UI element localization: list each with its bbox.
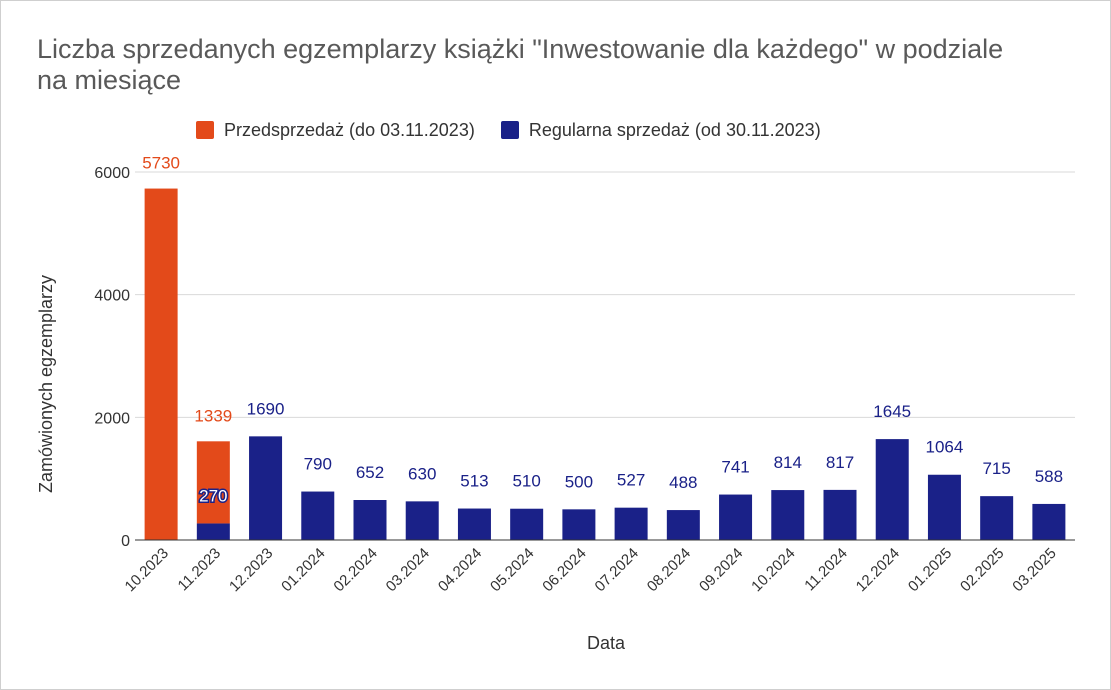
x-tick-label: 07.2024 (592, 545, 642, 595)
x-tick-label: 10.2024 (748, 545, 798, 595)
data-labels: 5730 1339 270 1690 790 652 630 513 510 500 527 488 7… (142, 154, 1063, 507)
data-label-regular: 790 (304, 455, 332, 474)
bar-regular-10.2024[interactable] (771, 490, 805, 540)
legend-item-regular[interactable]: Regularna sprzedaż (od 30.11.2023) (500, 119, 821, 141)
legend-label-regular: Regularna sprzedaż (od 30.11.2023) (528, 119, 821, 140)
bar-regular-12.2023[interactable] (249, 436, 283, 540)
x-tick-label: 11.2024 (801, 545, 851, 595)
bar-regular-02.2025[interactable] (980, 496, 1014, 540)
legend-swatch-presale (196, 121, 214, 139)
data-label-regular: 270 (199, 486, 227, 505)
x-tick-label: 09.2024 (696, 545, 746, 595)
x-tick-label: 03.2024 (383, 545, 433, 595)
y-tick-label: 6000 (94, 165, 130, 182)
bar-regular-06.2024[interactable] (562, 509, 596, 540)
bars (144, 188, 1066, 540)
x-axis-ticks: 10.2023 11.2023 12.2023 01.2024 02.2024 03.20… (122, 545, 1060, 595)
y-tick-label: 4000 (94, 288, 130, 305)
y-tick-label: 0 (121, 533, 130, 550)
bar-regular-03.2024[interactable] (405, 501, 439, 540)
data-label-regular: 814 (774, 453, 802, 472)
chart-legend: Przedsprzedaż (do 03.11.2023) Regularna … (196, 118, 847, 142)
legend-item-presale[interactable]: Przedsprzedaż (do 03.11.2023) (196, 120, 475, 141)
x-tick-label: 01.2025 (905, 545, 955, 595)
bar-regular-03.2025[interactable] (1032, 503, 1066, 540)
bar-regular-01.2025[interactable] (927, 474, 961, 540)
x-tick-label: 02.2025 (957, 545, 1007, 595)
data-label-regular: 588 (1035, 467, 1063, 486)
data-label-regular: 527 (617, 471, 645, 490)
bar-regular-05.2024[interactable] (510, 508, 544, 540)
bar-regular-11.2024[interactable] (823, 489, 857, 540)
x-tick-label: 08.2024 (644, 545, 694, 595)
x-tick-label: 10.2023 (122, 545, 172, 595)
x-tick-label: 06.2024 (539, 545, 589, 595)
x-tick-label: 12.2024 (853, 545, 903, 595)
x-axis-label: Data (587, 633, 626, 653)
bar-regular-04.2024[interactable] (457, 508, 491, 540)
data-label-regular: 652 (356, 463, 384, 482)
chart-title: Liczba sprzedanych egzemplarzy książki "… (37, 34, 1004, 95)
x-tick-label: 02.2024 (330, 545, 380, 595)
x-tick-label: 04.2024 (435, 545, 485, 595)
bar-regular-09.2024[interactable] (719, 494, 753, 540)
x-tick-label: 01.2024 (278, 545, 328, 595)
bar-regular-08.2024[interactable] (666, 510, 700, 540)
data-label-regular: 500 (565, 472, 593, 491)
data-label-presale: 1339 (194, 406, 232, 425)
bar-regular-11.2023[interactable] (196, 523, 230, 540)
bar-regular-07.2024[interactable] (614, 507, 648, 540)
bar-presale-10.2023[interactable] (144, 188, 178, 540)
legend-swatch-regular (500, 121, 519, 139)
data-label-regular: 1690 (247, 399, 285, 418)
bar-regular-01.2024[interactable] (301, 491, 335, 540)
data-label-regular: 817 (826, 453, 854, 472)
bar-presale-11.2023[interactable] (196, 441, 230, 524)
y-axis-ticks: 0 2000 4000 6000 (94, 165, 130, 550)
x-tick-label: 12.2023 (226, 545, 276, 595)
bar-regular-02.2024[interactable] (353, 500, 387, 540)
gridlines (135, 171, 1075, 418)
data-label-regular: 513 (460, 472, 488, 491)
data-label-regular: 741 (721, 458, 749, 477)
bar-regular-12.2024[interactable] (875, 439, 909, 540)
x-tick-label: 05.2024 (487, 545, 537, 595)
data-label-regular: 510 (512, 472, 540, 491)
data-label-regular: 715 (982, 459, 1010, 478)
data-label-regular: 1064 (926, 438, 964, 457)
data-label-regular: 630 (408, 464, 436, 483)
data-label-presale: 5730 (142, 154, 180, 173)
x-tick-label: 03.2025 (1009, 545, 1059, 595)
y-axis-label: Zamówionych egzemplarzy (36, 275, 56, 493)
y-tick-label: 2000 (94, 410, 130, 427)
x-tick-label: 11.2023 (175, 545, 225, 595)
data-label-regular: 1645 (873, 402, 911, 421)
data-label-regular: 488 (669, 473, 697, 492)
legend-label-presale: Przedsprzedaż (do 03.11.2023) (224, 119, 475, 140)
